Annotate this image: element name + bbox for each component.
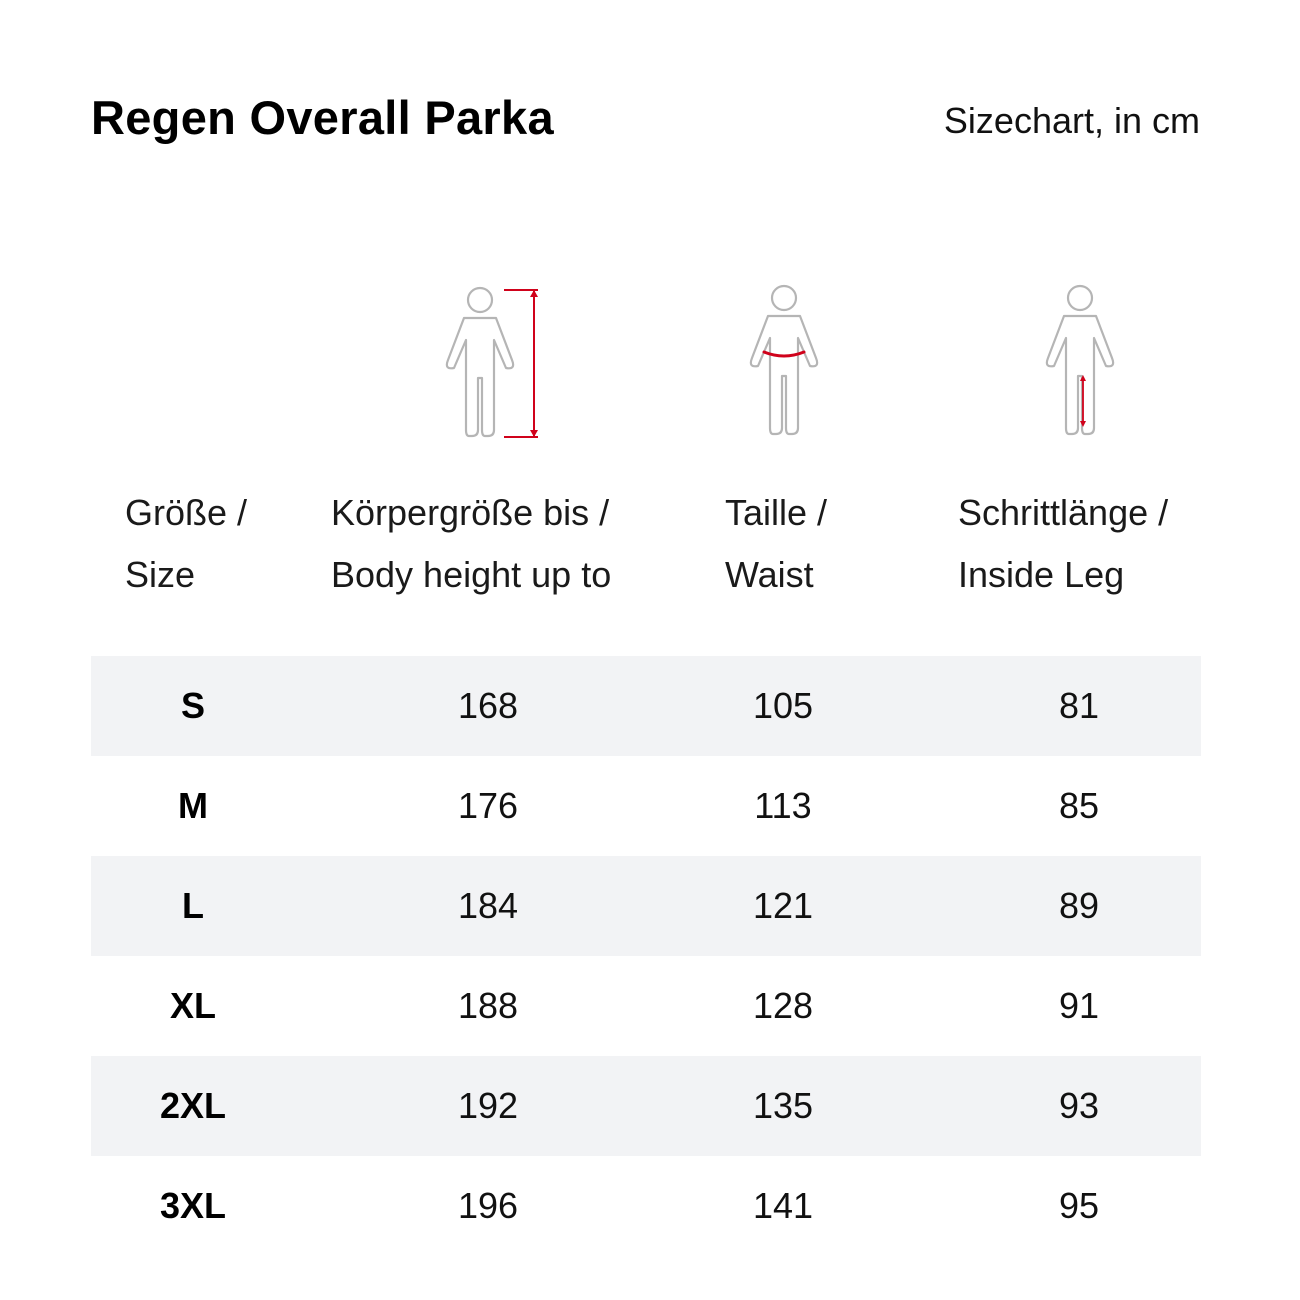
inside-leg-cell: 81 — [1058, 685, 1100, 726]
size-cell: 2XL — [159, 1085, 227, 1126]
page-subtitle: Sizechart, in cm — [943, 100, 1200, 141]
size-cell: XL — [169, 985, 216, 1026]
body-height-cell: 192 — [457, 1085, 519, 1126]
column-header-size-de: Größe / — [125, 492, 248, 533]
body-height-cell: 176 — [457, 785, 519, 826]
column-header-body-height-de: Körpergröße bis / — [331, 492, 610, 533]
size-cell: M — [178, 785, 208, 826]
inside-leg-cell: 89 — [1058, 885, 1100, 926]
body-height-cell: 168 — [457, 685, 519, 726]
page-title: Regen Overall Parka — [91, 91, 554, 144]
waist-cell: 128 — [752, 985, 814, 1026]
body-height-cell: 184 — [457, 885, 519, 926]
table-row: L 184 121 89 — [91, 856, 1201, 956]
size-cell: L — [182, 885, 204, 926]
waist-cell: 141 — [752, 1185, 814, 1226]
waist-cell: 113 — [754, 785, 812, 826]
column-header-size: Größe / Size — [125, 482, 247, 606]
waist-cell: 121 — [752, 885, 814, 926]
inside-leg-cell: 93 — [1058, 1085, 1100, 1126]
column-header-waist: Taille / Waist — [725, 482, 827, 606]
table-row: S 168 105 81 — [91, 656, 1201, 756]
column-header-waist-de: Taille / — [725, 492, 828, 533]
column-header-body-height-en: Body height up to — [331, 554, 612, 595]
size-cell: S — [180, 685, 205, 726]
waist-figure-icon — [734, 282, 844, 442]
body-height-figure-icon — [430, 282, 540, 442]
table-row: 3XL 196 141 95 — [91, 1156, 1201, 1256]
column-header-inside-leg: Schrittlänge / Inside Leg — [958, 482, 1168, 606]
body-height-cell: 188 — [457, 985, 519, 1026]
size-cell: 3XL — [159, 1185, 227, 1226]
waist-cell: 135 — [752, 1085, 814, 1126]
column-header-waist-en: Waist — [725, 554, 814, 595]
column-header-body-height: Körpergröße bis / Body height up to — [331, 482, 611, 606]
inside-leg-cell: 95 — [1058, 1185, 1100, 1226]
inside-leg-cell: 85 — [1058, 785, 1100, 826]
inside-leg-cell: 91 — [1058, 985, 1100, 1026]
column-header-size-en: Size — [125, 554, 196, 595]
column-header-inside-leg-de: Schrittlänge / — [958, 492, 1169, 533]
table-row: 2XL 192 135 93 — [91, 1056, 1201, 1156]
waist-cell: 105 — [752, 685, 814, 726]
size-table: S 168 105 81 M 176 113 85 L 184 121 89 X… — [91, 656, 1201, 1256]
table-row: M 176 113 85 — [91, 756, 1201, 856]
table-row: XL 188 128 91 — [91, 956, 1201, 1056]
body-height-cell: 196 — [457, 1185, 519, 1226]
column-header-inside-leg-en: Inside Leg — [958, 554, 1125, 595]
inside-leg-figure-icon — [1030, 282, 1140, 442]
